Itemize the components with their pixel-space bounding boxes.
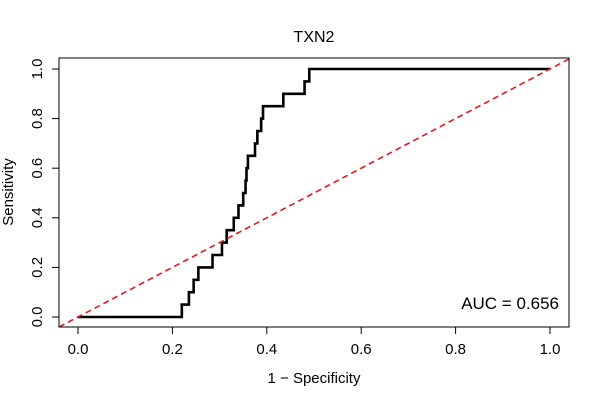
y-tick-label: 0.0 bbox=[29, 307, 46, 328]
x-tick-label: 0.6 bbox=[351, 341, 372, 358]
y-tick-label: 0.4 bbox=[29, 207, 46, 228]
x-tick-label: 0.0 bbox=[68, 341, 89, 358]
y-tick-label: 0.6 bbox=[29, 158, 46, 179]
roc-curve bbox=[78, 67, 550, 319]
y-tick-label: 0.8 bbox=[29, 108, 46, 129]
plot-frame bbox=[58, 57, 570, 328]
chart-title: TXN2 bbox=[294, 29, 335, 46]
axes: 0.0 0.2 0.4 0.6 0.8 1.0 0.0 0.2 0.4 0.6 0.8 1.0 bbox=[29, 57, 570, 358]
y-tick-label: 0.2 bbox=[29, 257, 46, 278]
auc-annotation: AUC = 0.656 bbox=[461, 294, 559, 313]
x-tick-label: 0.8 bbox=[445, 341, 466, 358]
x-tick-label: 1.0 bbox=[540, 341, 561, 358]
x-axis-title: 1 − Specificity bbox=[268, 370, 361, 387]
plot-area bbox=[59, 58, 569, 327]
reference-diagonal bbox=[59, 58, 569, 327]
y-axis-title: Sensitivity bbox=[0, 158, 17, 226]
x-tick-label: 0.2 bbox=[162, 341, 183, 358]
y-tick-label: 1.0 bbox=[29, 59, 46, 80]
x-tick-label: 0.4 bbox=[256, 341, 277, 358]
